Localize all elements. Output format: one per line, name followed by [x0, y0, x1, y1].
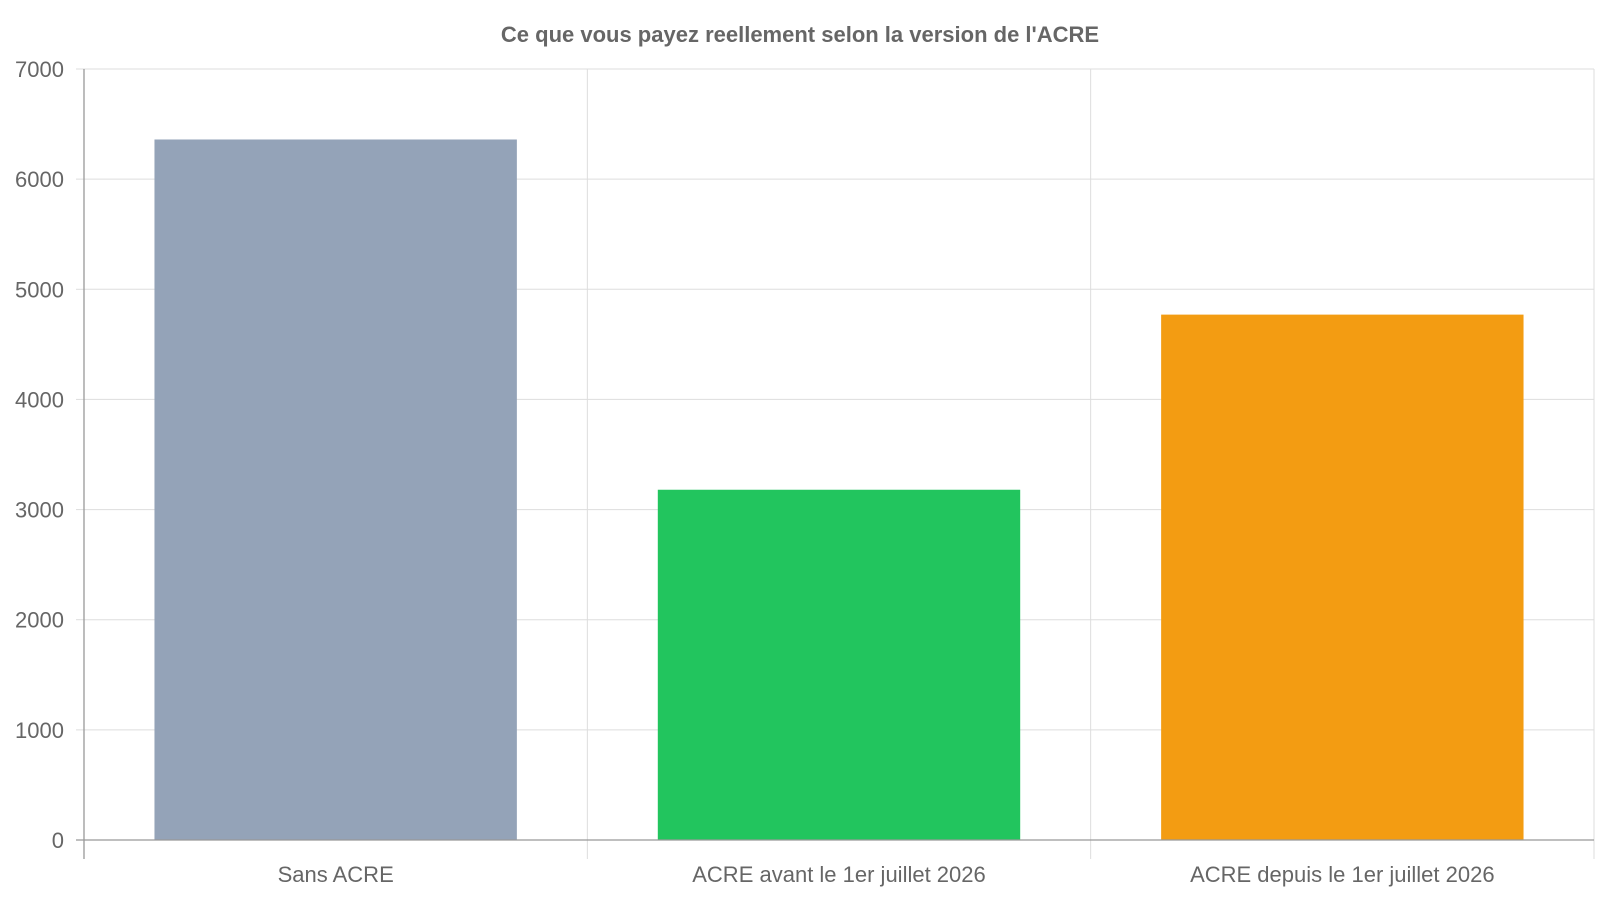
y-tick-label: 7000 — [15, 57, 64, 82]
axes — [76, 69, 1594, 859]
x-tick-label: ACRE avant le 1er juillet 2026 — [692, 862, 986, 887]
y-tick-label: 6000 — [15, 167, 64, 192]
bar — [657, 489, 1021, 840]
x-tick-label: Sans ACRE — [278, 862, 394, 887]
x-tick-label: ACRE depuis le 1er juillet 2026 — [1190, 862, 1495, 887]
bar — [154, 139, 517, 840]
y-tick-label: 3000 — [15, 498, 64, 523]
bars — [154, 139, 1524, 841]
bar — [1161, 314, 1524, 841]
y-tick-label: 2000 — [15, 608, 64, 633]
chart-title: Ce que vous payez reellement selon la ve… — [501, 22, 1099, 47]
y-tick-label: 4000 — [15, 387, 64, 412]
y-tick-label: 0 — [52, 828, 64, 853]
tick-labels: 0 1000 2000 3000 4000 5000 6000 7000 Sans ACRE AC… — [15, 57, 1495, 887]
y-tick-label: 5000 — [15, 277, 64, 302]
y-tick-label: 1000 — [15, 718, 64, 743]
